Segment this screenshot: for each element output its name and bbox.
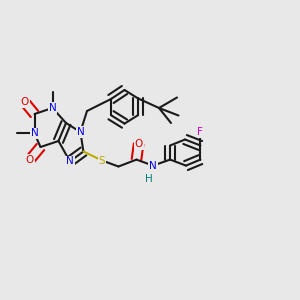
Text: O: O	[20, 97, 29, 107]
Text: S: S	[99, 155, 105, 166]
Text: N: N	[31, 128, 38, 139]
Text: N: N	[76, 127, 84, 137]
Text: O: O	[134, 139, 143, 149]
Text: N: N	[149, 160, 157, 171]
Text: N: N	[49, 103, 56, 113]
Text: N: N	[66, 156, 74, 167]
Text: O: O	[26, 154, 34, 165]
Text: H: H	[145, 173, 153, 184]
Text: F: F	[197, 127, 203, 137]
